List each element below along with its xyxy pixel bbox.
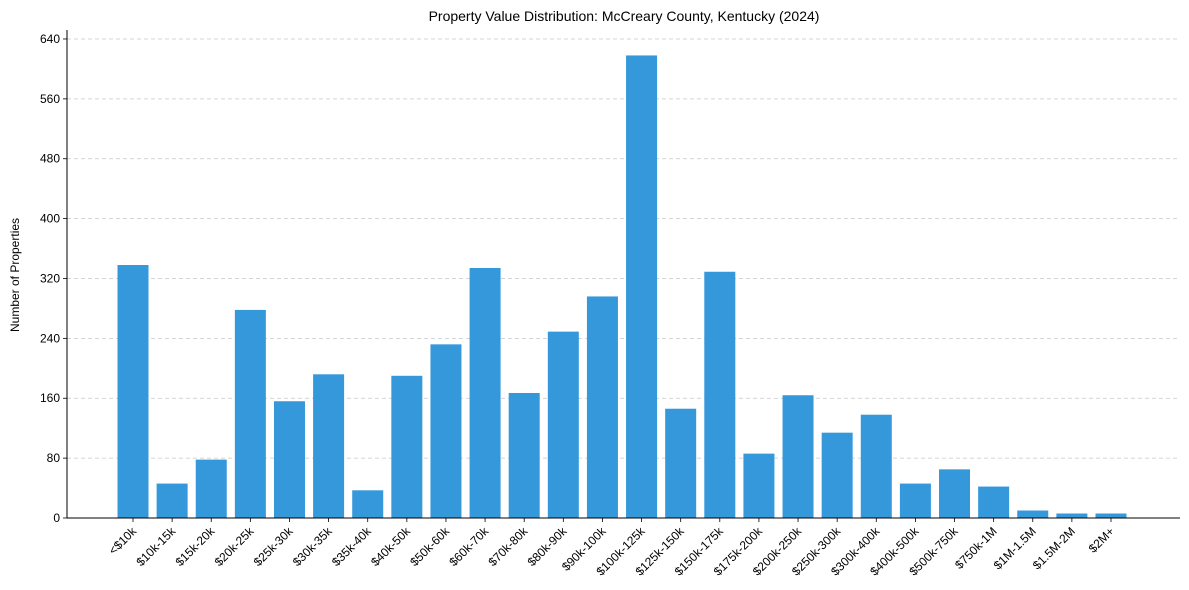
bar [508, 393, 540, 518]
bars [117, 55, 1127, 519]
y-tick-label: 400 [40, 212, 60, 226]
bar [195, 459, 227, 518]
bar [273, 401, 305, 518]
bar [1095, 513, 1127, 518]
bar [1056, 513, 1088, 518]
grid-lines [67, 38, 1180, 459]
bar [313, 374, 345, 518]
x-tick-label: $70k-80k [486, 524, 532, 570]
x-tick-label: $35k-40k [329, 524, 375, 570]
bar [704, 271, 736, 518]
y-tick-label: 0 [53, 511, 60, 525]
bar [234, 309, 266, 518]
x-tick-label: $30k-35k [290, 524, 336, 570]
y-tick-label: 640 [40, 32, 60, 46]
y-tick-label: 560 [40, 92, 60, 106]
bar [899, 483, 931, 518]
y-axis-label: Number of Properties [8, 218, 22, 332]
x-tick-label: $20k-25k [212, 524, 258, 570]
bar [821, 432, 853, 518]
x-tick-label: $40k-50k [368, 524, 414, 570]
bar [626, 55, 658, 519]
x-tick-label: $15k-20k [173, 524, 219, 570]
bar [430, 344, 462, 518]
bar [782, 395, 814, 518]
bar [547, 331, 579, 518]
bar [743, 453, 775, 518]
x-tick-label: $10k-15k [133, 524, 179, 570]
bar [469, 268, 501, 518]
y-tick-label: 240 [40, 331, 60, 345]
x-tick-label: $2M+ [1086, 524, 1117, 555]
y-tick-label: 480 [40, 152, 60, 166]
y-tick-label: 320 [40, 271, 60, 285]
bar [586, 296, 618, 518]
bar [860, 414, 892, 518]
bar [978, 486, 1010, 518]
x-tick-label: $25k-30k [251, 524, 297, 570]
bar [939, 469, 971, 518]
bar [117, 265, 149, 518]
bar [391, 375, 423, 518]
x-tick-label: $50k-60k [407, 524, 453, 570]
x-tick-label: <$10k [106, 524, 140, 558]
chart-title: Property Value Distribution: McCreary Co… [429, 8, 820, 24]
bar [352, 490, 384, 518]
y-tick-label: 80 [47, 451, 61, 465]
bar [156, 483, 188, 518]
bar [665, 408, 697, 518]
x-tick-label: $1.5M-2M [1030, 524, 1078, 572]
bar [1017, 510, 1049, 518]
y-tick-label: 160 [40, 391, 60, 405]
x-tick-label: $60k-70k [446, 524, 492, 570]
